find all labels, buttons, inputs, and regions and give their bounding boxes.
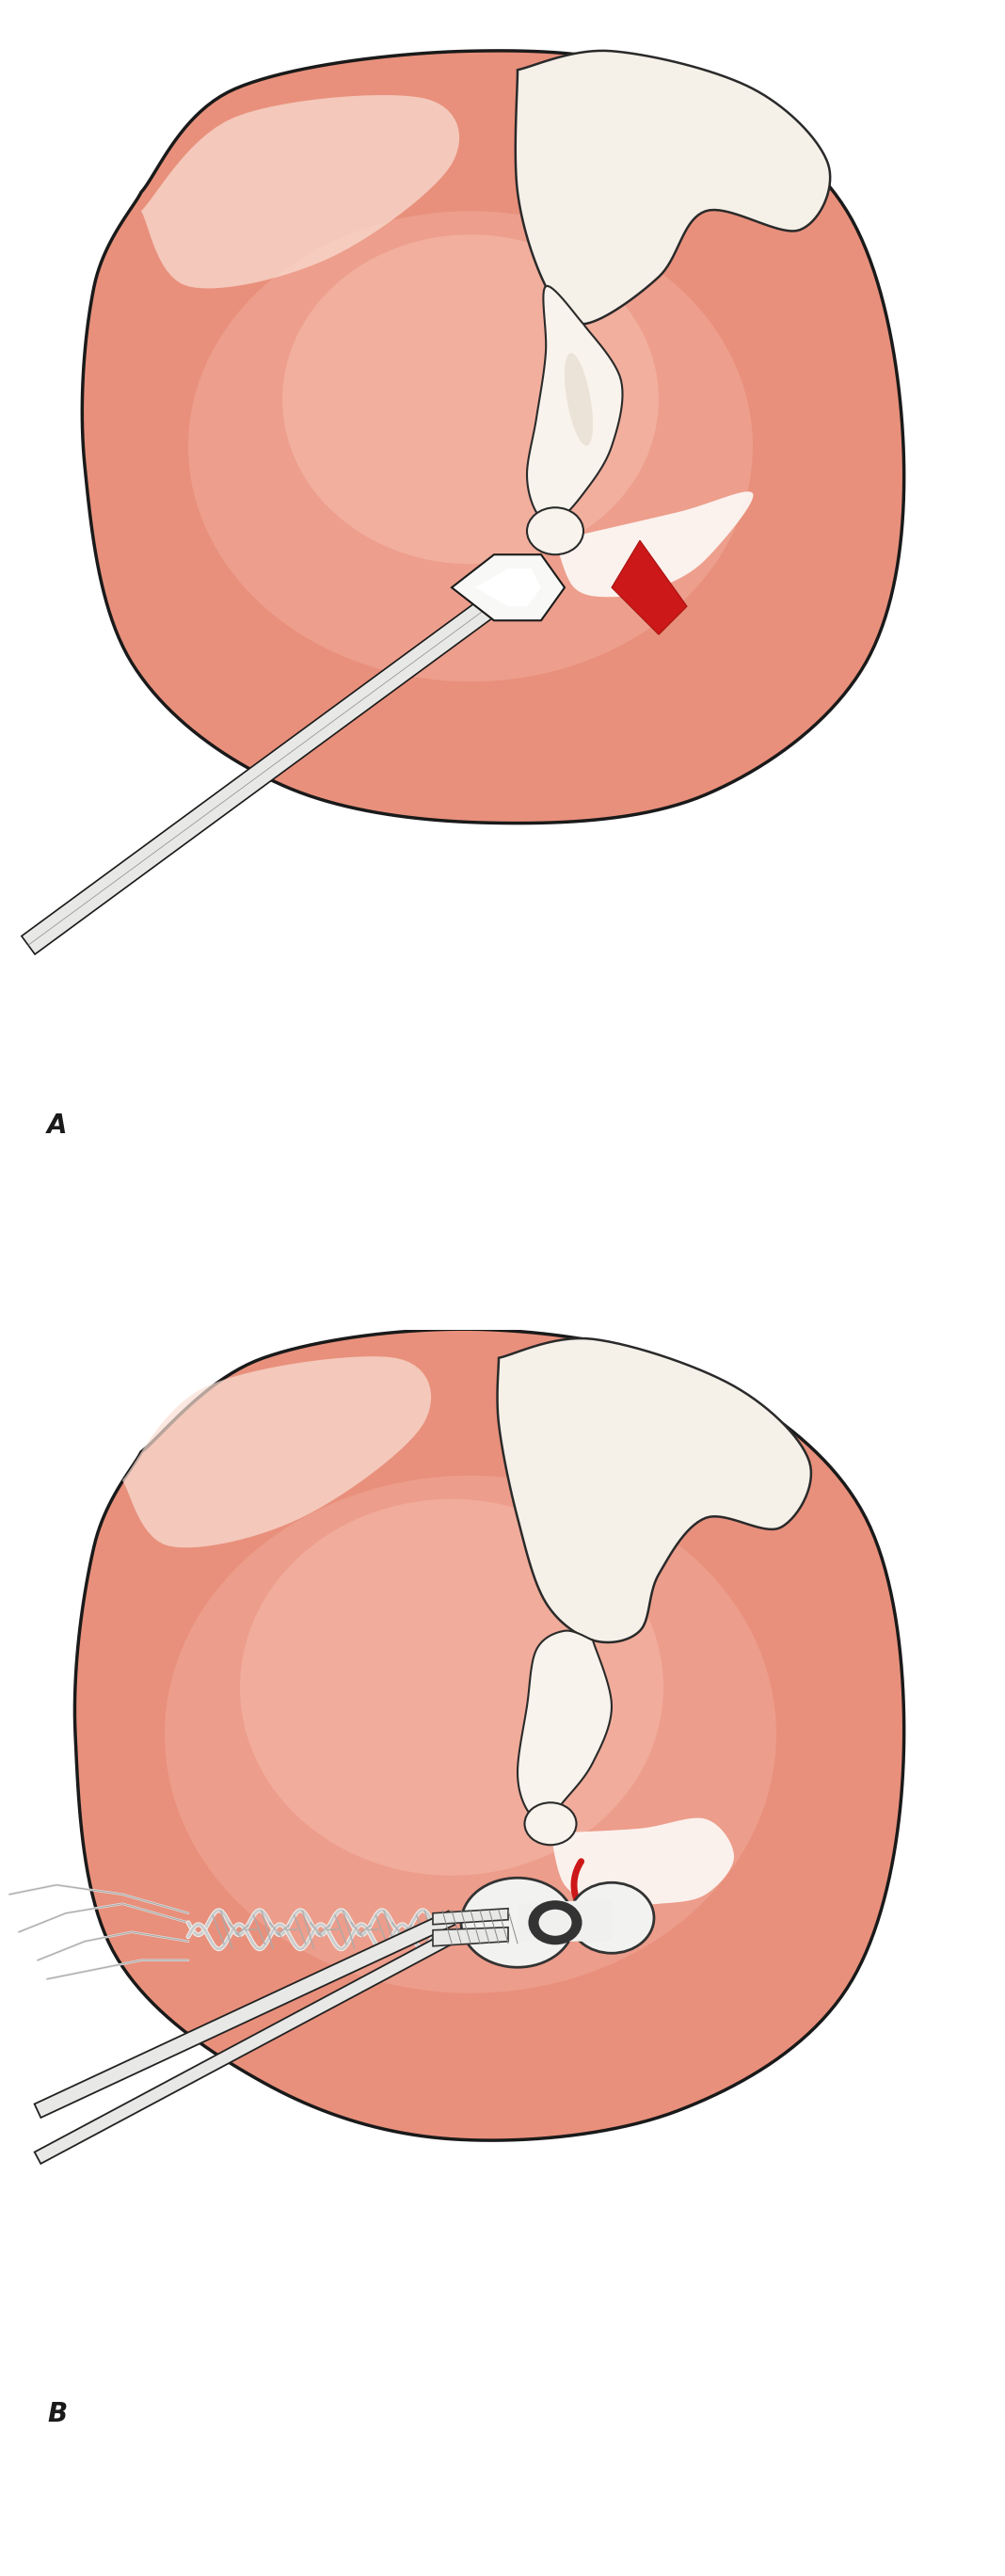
- Polygon shape: [475, 569, 541, 605]
- Polygon shape: [518, 1899, 612, 1942]
- Ellipse shape: [527, 507, 584, 554]
- Ellipse shape: [188, 211, 753, 683]
- Ellipse shape: [565, 353, 593, 446]
- Polygon shape: [141, 95, 459, 289]
- Ellipse shape: [282, 234, 658, 564]
- Polygon shape: [433, 1909, 509, 1924]
- Polygon shape: [518, 1631, 612, 1819]
- Ellipse shape: [569, 1883, 654, 1953]
- Text: B: B: [47, 2401, 67, 2427]
- Ellipse shape: [530, 1901, 581, 1945]
- Polygon shape: [497, 1340, 811, 1643]
- Polygon shape: [34, 1911, 455, 2117]
- Polygon shape: [555, 492, 753, 598]
- Ellipse shape: [461, 1878, 574, 1968]
- Polygon shape: [527, 286, 622, 523]
- Polygon shape: [74, 1329, 905, 2141]
- Polygon shape: [516, 52, 830, 325]
- Ellipse shape: [240, 1499, 663, 1875]
- Polygon shape: [433, 1927, 509, 1945]
- Ellipse shape: [525, 1803, 577, 1844]
- Polygon shape: [451, 554, 565, 621]
- Polygon shape: [21, 598, 496, 953]
- Ellipse shape: [539, 1909, 572, 1935]
- Polygon shape: [34, 1932, 455, 2164]
- Polygon shape: [123, 1358, 431, 1548]
- Text: A: A: [47, 1113, 67, 1139]
- Polygon shape: [551, 1819, 734, 1906]
- Polygon shape: [82, 52, 905, 824]
- Ellipse shape: [165, 1476, 776, 1994]
- Polygon shape: [612, 541, 687, 634]
